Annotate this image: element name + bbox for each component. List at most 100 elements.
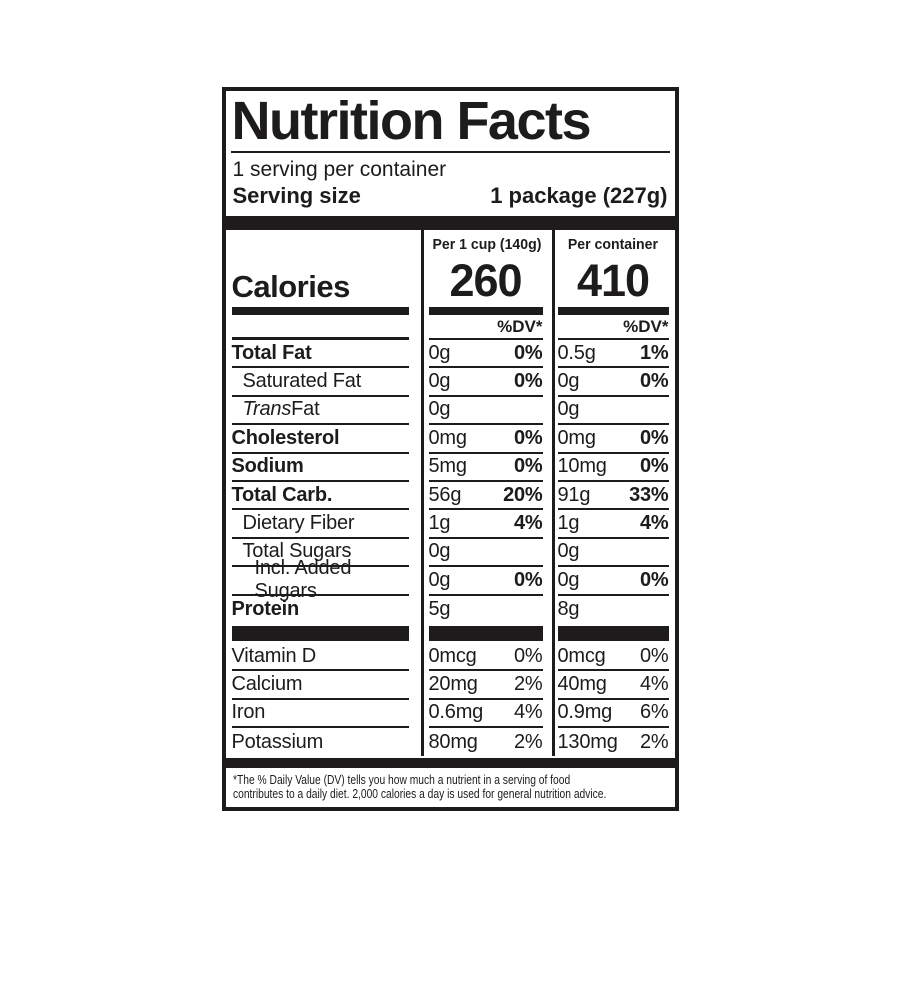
per-container-total-sugars: 0g [557, 539, 669, 568]
per-cup-total-fat: 0g 0% [428, 340, 543, 369]
footnote-line-2: contributes to a daily diet. 2,000 calor… [232, 785, 606, 801]
amount: 0mcg [557, 644, 606, 667]
separator-bar [557, 625, 669, 641]
daily-value: 2% [513, 672, 543, 695]
daily-value: 4% [513, 701, 543, 724]
per-cup-iron: 0.6mg 4% [428, 700, 543, 729]
per-cup-added-sugars: 0g 0% [428, 567, 543, 596]
amount: 1g [557, 512, 580, 535]
amount: 56g [428, 483, 462, 506]
per-cup-calories-value: 260 [449, 254, 522, 306]
amount: 0g [428, 341, 451, 364]
per-container-cholesterol: 0mg 0% [557, 425, 669, 454]
per-container-total-fat: 0.5g 1% [557, 340, 669, 369]
nutrient-name-iron: Iron [231, 700, 409, 729]
per-container-header: Per container [567, 236, 659, 253]
daily-value-footnote: *The % Daily Value (DV) tells you how mu… [226, 768, 675, 807]
trans-rest: Fat [291, 398, 320, 421]
daily-value: 6% [639, 701, 669, 724]
dv-header-spacer [231, 315, 409, 340]
amount: 20mg [428, 672, 478, 695]
daily-value: 4% [639, 512, 669, 535]
daily-value: 1% [639, 341, 669, 364]
calories-header-cell: Calories [231, 230, 409, 315]
daily-value: 20% [503, 483, 543, 506]
daily-value: 4% [513, 512, 543, 535]
daily-value: 0% [639, 644, 669, 667]
nutrient-name-added-sugars: Incl. Added Sugars [231, 557, 409, 602]
daily-value: 0% [639, 455, 669, 478]
amount: 0g [428, 398, 451, 421]
calories-word: Calories [231, 269, 351, 304]
separator-bar [231, 625, 409, 641]
per-cup-protein: 5g [429, 596, 543, 624]
per-container-total-carb: 91g 33% [557, 482, 669, 511]
amount: 8g [557, 598, 580, 621]
nutrient-name-total-sugars: Total Sugars [231, 539, 409, 568]
nutrient-name-cholesterol: Cholesterol [231, 425, 409, 454]
amount: 0g [557, 370, 580, 393]
daily-value: 0% [513, 426, 543, 449]
nutrient-name-column: Calories Total Fat Saturated Fat Trans F… [226, 230, 421, 756]
per-container-dietary-fiber: 1g 4% [557, 510, 669, 539]
calories-underbar [231, 307, 409, 315]
servings-per-container: 1 serving per container [232, 158, 447, 181]
label-title: Nutrition Facts [231, 91, 592, 151]
per-cup-saturated-fat: 0g 0% [428, 368, 543, 397]
per-cup-cholesterol: 0mg 0% [428, 425, 543, 454]
per-container-calories-value: 410 [576, 254, 650, 306]
daily-value: 4% [639, 672, 669, 695]
per-cup-dietary-fiber: 1g 4% [428, 510, 543, 539]
nutrient-name-total-fat: Total Fat [231, 340, 409, 369]
nutrient-name-sodium: Sodium [231, 454, 409, 482]
daily-value: 2% [639, 730, 669, 753]
per-cup-header: Per 1 cup (140g) [431, 236, 541, 253]
per-cup-column: Per 1 cup (140g) 260 %DV* 0g 0% 0g 0% 0g 0… [420, 230, 552, 757]
nutrient-name-dietary-fiber: Dietary Fiber [231, 510, 409, 539]
amount: 1g [428, 512, 451, 535]
per-cup-potassium: 80mg 2% [429, 728, 543, 756]
amount: 0.9mg [557, 701, 613, 724]
amount: 0mcg [428, 644, 477, 667]
per-cup-total-sugars: 0g [428, 539, 543, 568]
amount: 0.6mg [428, 701, 484, 724]
daily-value: 0% [639, 426, 669, 449]
per-container-protein: 8g [558, 596, 669, 624]
amount: 0g [557, 568, 580, 591]
per-cup-vitamin-d: 0mcg 0% [428, 643, 543, 672]
amount: 5g [428, 598, 451, 621]
nutrition-facts-label: Nutrition Facts 1 serving per container … [221, 87, 679, 812]
per-container-dv-header: %DV* [557, 315, 669, 340]
footnote-line-1: *The % Daily Value (DV) tells you how mu… [232, 772, 570, 788]
amount: 0g [557, 398, 580, 421]
amount: 10mg [557, 455, 607, 478]
per-container-sodium: 10mg 0% [557, 454, 669, 482]
amount: 0g [557, 540, 580, 563]
amount: 5mg [428, 455, 468, 478]
serving-size-value: 1 package (227g) [490, 183, 668, 208]
trans-italic: Trans [242, 398, 292, 421]
amount: 0g [428, 370, 451, 393]
serving-size-row: Serving size 1 package (227g) [226, 183, 675, 209]
separator-bar [428, 625, 543, 641]
nutrient-name-vitamin-d: Vitamin D [231, 643, 409, 672]
nutrient-name-potassium: Potassium [231, 730, 324, 753]
micronutrient-names: Vitamin D Calcium Iron Potassium [231, 643, 409, 757]
amount: 40mg [557, 672, 607, 695]
protein-separator-row [428, 624, 543, 643]
daily-value: 0% [513, 568, 543, 591]
amount: 0g [428, 568, 451, 591]
nutrient-name-trans-fat: Trans Fat [231, 397, 409, 426]
footnote-divider-bar [225, 758, 675, 769]
per-cup-sodium: 5mg 0% [428, 454, 543, 482]
per-container-calcium: 40mg 4% [557, 671, 669, 700]
daily-value: 0% [513, 341, 543, 364]
per-container-trans-fat: 0g [557, 397, 669, 426]
nutrient-name-calcium: Calcium [231, 671, 409, 700]
amount: 91g [557, 483, 591, 506]
amount: 0mg [428, 426, 468, 449]
section-divider-bar [225, 216, 675, 230]
daily-value: 0% [513, 370, 543, 393]
per-cup-trans-fat: 0g [428, 397, 543, 426]
nutrient-name-protein: Protein [231, 598, 300, 621]
